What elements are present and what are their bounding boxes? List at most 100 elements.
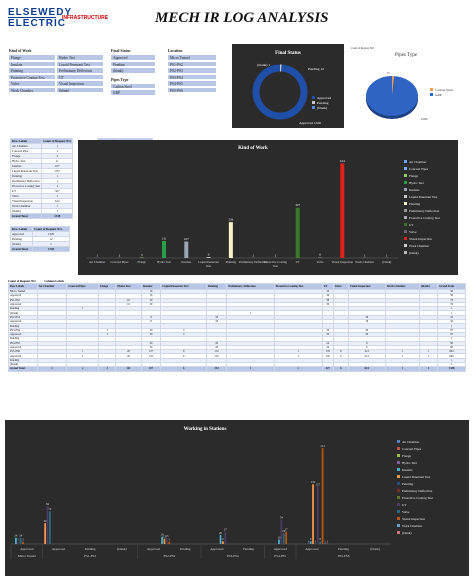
legend-swatch [404,230,407,233]
tick-label: Air Chamber [89,260,105,264]
bar [47,506,49,544]
legend-entry: (blank) [409,251,419,255]
table-total-cell: 1 [274,367,322,371]
bar [44,523,46,544]
bar [318,257,322,258]
tick-label: (blank) [382,260,391,264]
data-label: 233 [228,218,233,222]
tick-label: (blank) [117,547,127,551]
legend-swatch [404,181,407,184]
legend-entry: Liquid Penetrant Test [402,475,430,479]
group-label: PS2-PS3 [163,554,175,558]
logo-line2: ELECTRIC [8,18,66,29]
legend-entry: Preliminary Deflection [409,209,440,213]
legend-entry: Pending [317,101,329,105]
legend-entry: Insulate [402,468,413,472]
legend-entry: Valve [409,230,417,234]
pivot-table: Count of Request NO. Column Labels Row L… [8,279,466,372]
data-label: 1 [364,253,366,257]
slicer-item[interactable]: GRP [110,89,156,96]
data-label: 27 [285,528,289,532]
legend-entry: Approved [317,96,331,100]
legend-entry: Concred Pipes [402,447,422,451]
legend-entry: Protective Coating Test [409,216,440,220]
data-label: (blank) 1 [257,63,270,67]
tick-label: Flange [138,260,147,264]
data-label: 17 [386,71,390,75]
pivot-caption-right: Column Labels [44,279,64,283]
bar [207,257,211,258]
data-label: 1 [386,253,388,257]
table-cell: Liquid Penetrant Test [11,169,42,174]
data-label: 84 [46,502,50,506]
legend-swatch [397,447,400,450]
bar [20,538,22,544]
data-label: 5 [18,538,20,542]
legend-swatch [397,454,400,457]
table-total-cell: 327 [322,367,333,371]
data-label: 27 [224,528,228,532]
legend-entry: GRP [435,93,442,97]
legend-swatch [404,223,407,226]
legend-swatch [397,531,400,534]
legend-swatch [404,160,407,163]
slicer-item[interactable]: (blank) [56,87,104,94]
legend-entry: Painting [402,482,413,486]
legend-entry: Insulate [409,188,420,192]
data-label: 1284 [421,117,428,121]
bar [22,542,24,544]
logo-rule [8,17,56,18]
tick-label: Approved [274,547,288,551]
bar [166,538,168,544]
data-label: Approved 1326 [299,121,321,125]
legend-swatch [404,174,407,177]
bar [164,539,166,544]
legend-swatch [397,475,400,478]
legend-entry: Air Chamber [402,440,420,444]
legend-swatch [397,482,400,485]
legend-entry: Visual Inspection [409,237,432,241]
infrastructure-label: INFRASTRUCTURE [62,15,108,21]
table-total-cell: 1 [37,367,67,371]
legend-swatch [312,101,315,104]
tick-label: (blank) [370,547,380,551]
tick-label: Approved [210,547,224,551]
data-label: 614 [340,159,345,163]
legend-entry: (blank) [402,531,412,535]
bar [278,539,280,544]
tick-label: Pending [180,547,191,551]
legend-swatch [397,510,400,513]
legend-swatch [404,209,407,212]
data-label: 3 [141,253,143,257]
table-total-cell: 1338 [42,214,73,219]
data-label: 1 [119,253,121,257]
bar [319,541,321,544]
tick-label: Pending [243,547,254,551]
legend-swatch [397,461,400,464]
data-label: 6 [208,253,210,257]
table-total-cell: 614 [348,367,385,371]
legend-swatch [404,202,407,205]
slicer-item[interactable]: PS5-PS6 [167,87,217,94]
table-total-cell: Grand Total [9,367,38,371]
slicer-item[interactable]: Work Chamber [8,87,56,94]
table-total-cell: 1 [385,367,419,371]
group-label: PS5-PS6 [338,554,350,558]
legend-entry: Work Chamber [402,524,423,528]
slicer-item[interactable]: (blank) [110,67,156,74]
legend-swatch [404,244,407,247]
data-label: 6 [310,537,312,541]
legend-entry: UT [409,223,413,227]
data-label: 127 [316,482,321,486]
bar [184,242,188,258]
